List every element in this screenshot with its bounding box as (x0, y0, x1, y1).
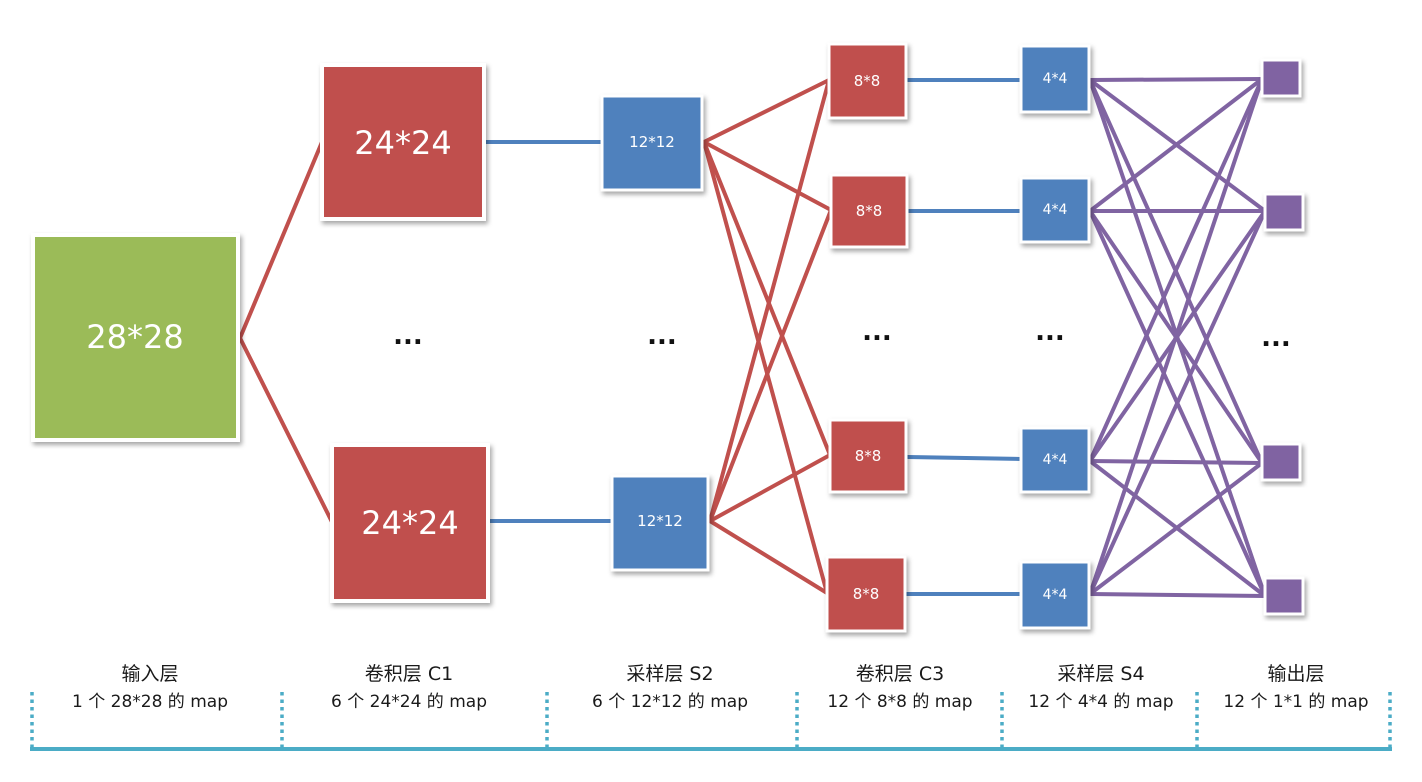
layer-label-s2: 采样层 S2 6 个 12*12 的 map (570, 662, 770, 714)
layer-label-c1: 卷积层 C1 6 个 24*24 的 map (309, 662, 509, 714)
s2-map-box-bottom (610, 474, 710, 572)
layer-desc: 12 个 4*4 的 map (1028, 692, 1174, 712)
s2-map-label-bottom: 12*12 (637, 512, 683, 530)
connection-line (1088, 461, 1264, 596)
s4-map-box-4 (1019, 560, 1091, 630)
connection-line (708, 453, 832, 523)
connection-line (708, 208, 833, 523)
s4-map-label-2: 4*4 (1043, 202, 1068, 218)
connection-line (702, 78, 831, 144)
connection-line (1088, 77, 1264, 82)
connection-line (906, 455, 1023, 461)
input-map-label: 28*28 (86, 318, 183, 356)
s2-map-label-top: 12*12 (629, 133, 675, 151)
layer-name: 卷积层 C3 (855, 663, 945, 685)
connection-line (702, 140, 832, 457)
c3-map-label-2: 8*8 (856, 202, 883, 220)
connection-line (1088, 77, 1264, 213)
connection-lines (238, 77, 1267, 598)
layer-desc: 6 个 24*24 的 map (331, 692, 487, 712)
input-map-box (31, 233, 240, 442)
layer-desc: 6 个 12*12 的 map (592, 692, 748, 712)
layer-label-input: 输入层 1 个 28*28 的 map (50, 662, 250, 714)
connection-line (1088, 209, 1267, 596)
connection-line (708, 78, 831, 523)
connection-line (1088, 77, 1264, 463)
c3-layer: 8*8 8*8 8*8 8*8 (825, 42, 909, 633)
layer-name: 输出层 (1267, 663, 1325, 685)
s2-map-box-top (600, 94, 704, 192)
layer-desc: 12 个 1*1 的 map (1223, 692, 1369, 712)
layer-axis (30, 692, 1392, 751)
c3-map-box-3 (828, 418, 908, 494)
s4-ellipsis: ... (1035, 317, 1065, 347)
s2-layer: 12*12 12*12 (600, 94, 710, 572)
s4-map-box-2 (1019, 176, 1091, 244)
c1-layer: 24*24 24*24 (320, 63, 490, 603)
output-map-box-4 (1263, 576, 1305, 616)
c1-ellipsis: ... (393, 321, 423, 351)
connection-line (702, 140, 829, 595)
layer-name: 输入层 (121, 663, 179, 685)
c3-map-box-1 (827, 42, 908, 120)
s4-map-label-3: 4*4 (1043, 452, 1068, 468)
output-map-box-3 (1260, 442, 1302, 482)
ellipsis-group: ... ... ... ... ... (393, 317, 1291, 353)
s4-map-label-1: 4*4 (1043, 71, 1068, 87)
c1-map-label-bottom: 24*24 (361, 504, 458, 542)
layer-desc: 12 个 8*8 的 map (827, 692, 973, 712)
c1-map-label-top: 24*24 (354, 124, 451, 162)
layer-label-s4: 采样层 S4 12 个 4*4 的 map (1001, 662, 1201, 714)
output-map-box-2 (1263, 192, 1305, 232)
s4-map-box-1 (1019, 44, 1091, 114)
s4-layer: 4*4 4*4 4*4 4*4 (1019, 44, 1091, 630)
output-map-box-1 (1260, 58, 1302, 98)
s4-map-box-3 (1019, 426, 1091, 494)
input-layer: 28*28 (31, 233, 240, 442)
connection-line (238, 140, 324, 340)
c3-map-box-2 (829, 173, 909, 249)
output-ellipsis: ... (1261, 323, 1291, 353)
layer-desc: 1 个 28*28 的 map (72, 692, 228, 712)
s4-map-label-4: 4*4 (1043, 587, 1068, 603)
layer-name: 采样层 S2 (626, 663, 714, 685)
c3-map-label-3: 8*8 (855, 447, 882, 465)
connection-line (238, 336, 334, 524)
output-layer (1260, 58, 1305, 616)
layer-label-c3: 卷积层 C3 12 个 8*8 的 map (800, 662, 1000, 714)
layer-label-output: 输出层 12 个 1*1 的 map (1196, 662, 1396, 714)
c3-map-box-4 (825, 555, 907, 633)
c1-map-box-top (320, 63, 486, 221)
layer-name: 卷积层 C1 (364, 663, 454, 685)
c3-ellipsis: ... (862, 317, 892, 347)
connection-line (702, 140, 833, 212)
connection-line (1088, 77, 1264, 596)
connection-line (1088, 592, 1267, 598)
c1-map-box-bottom (330, 443, 490, 603)
c3-map-label-4: 8*8 (853, 585, 880, 603)
c3-map-label-1: 8*8 (854, 72, 881, 90)
layer-name: 采样层 S4 (1057, 663, 1145, 685)
s2-ellipsis: ... (647, 321, 677, 351)
connection-line (708, 519, 829, 595)
connection-line (1088, 459, 1264, 465)
